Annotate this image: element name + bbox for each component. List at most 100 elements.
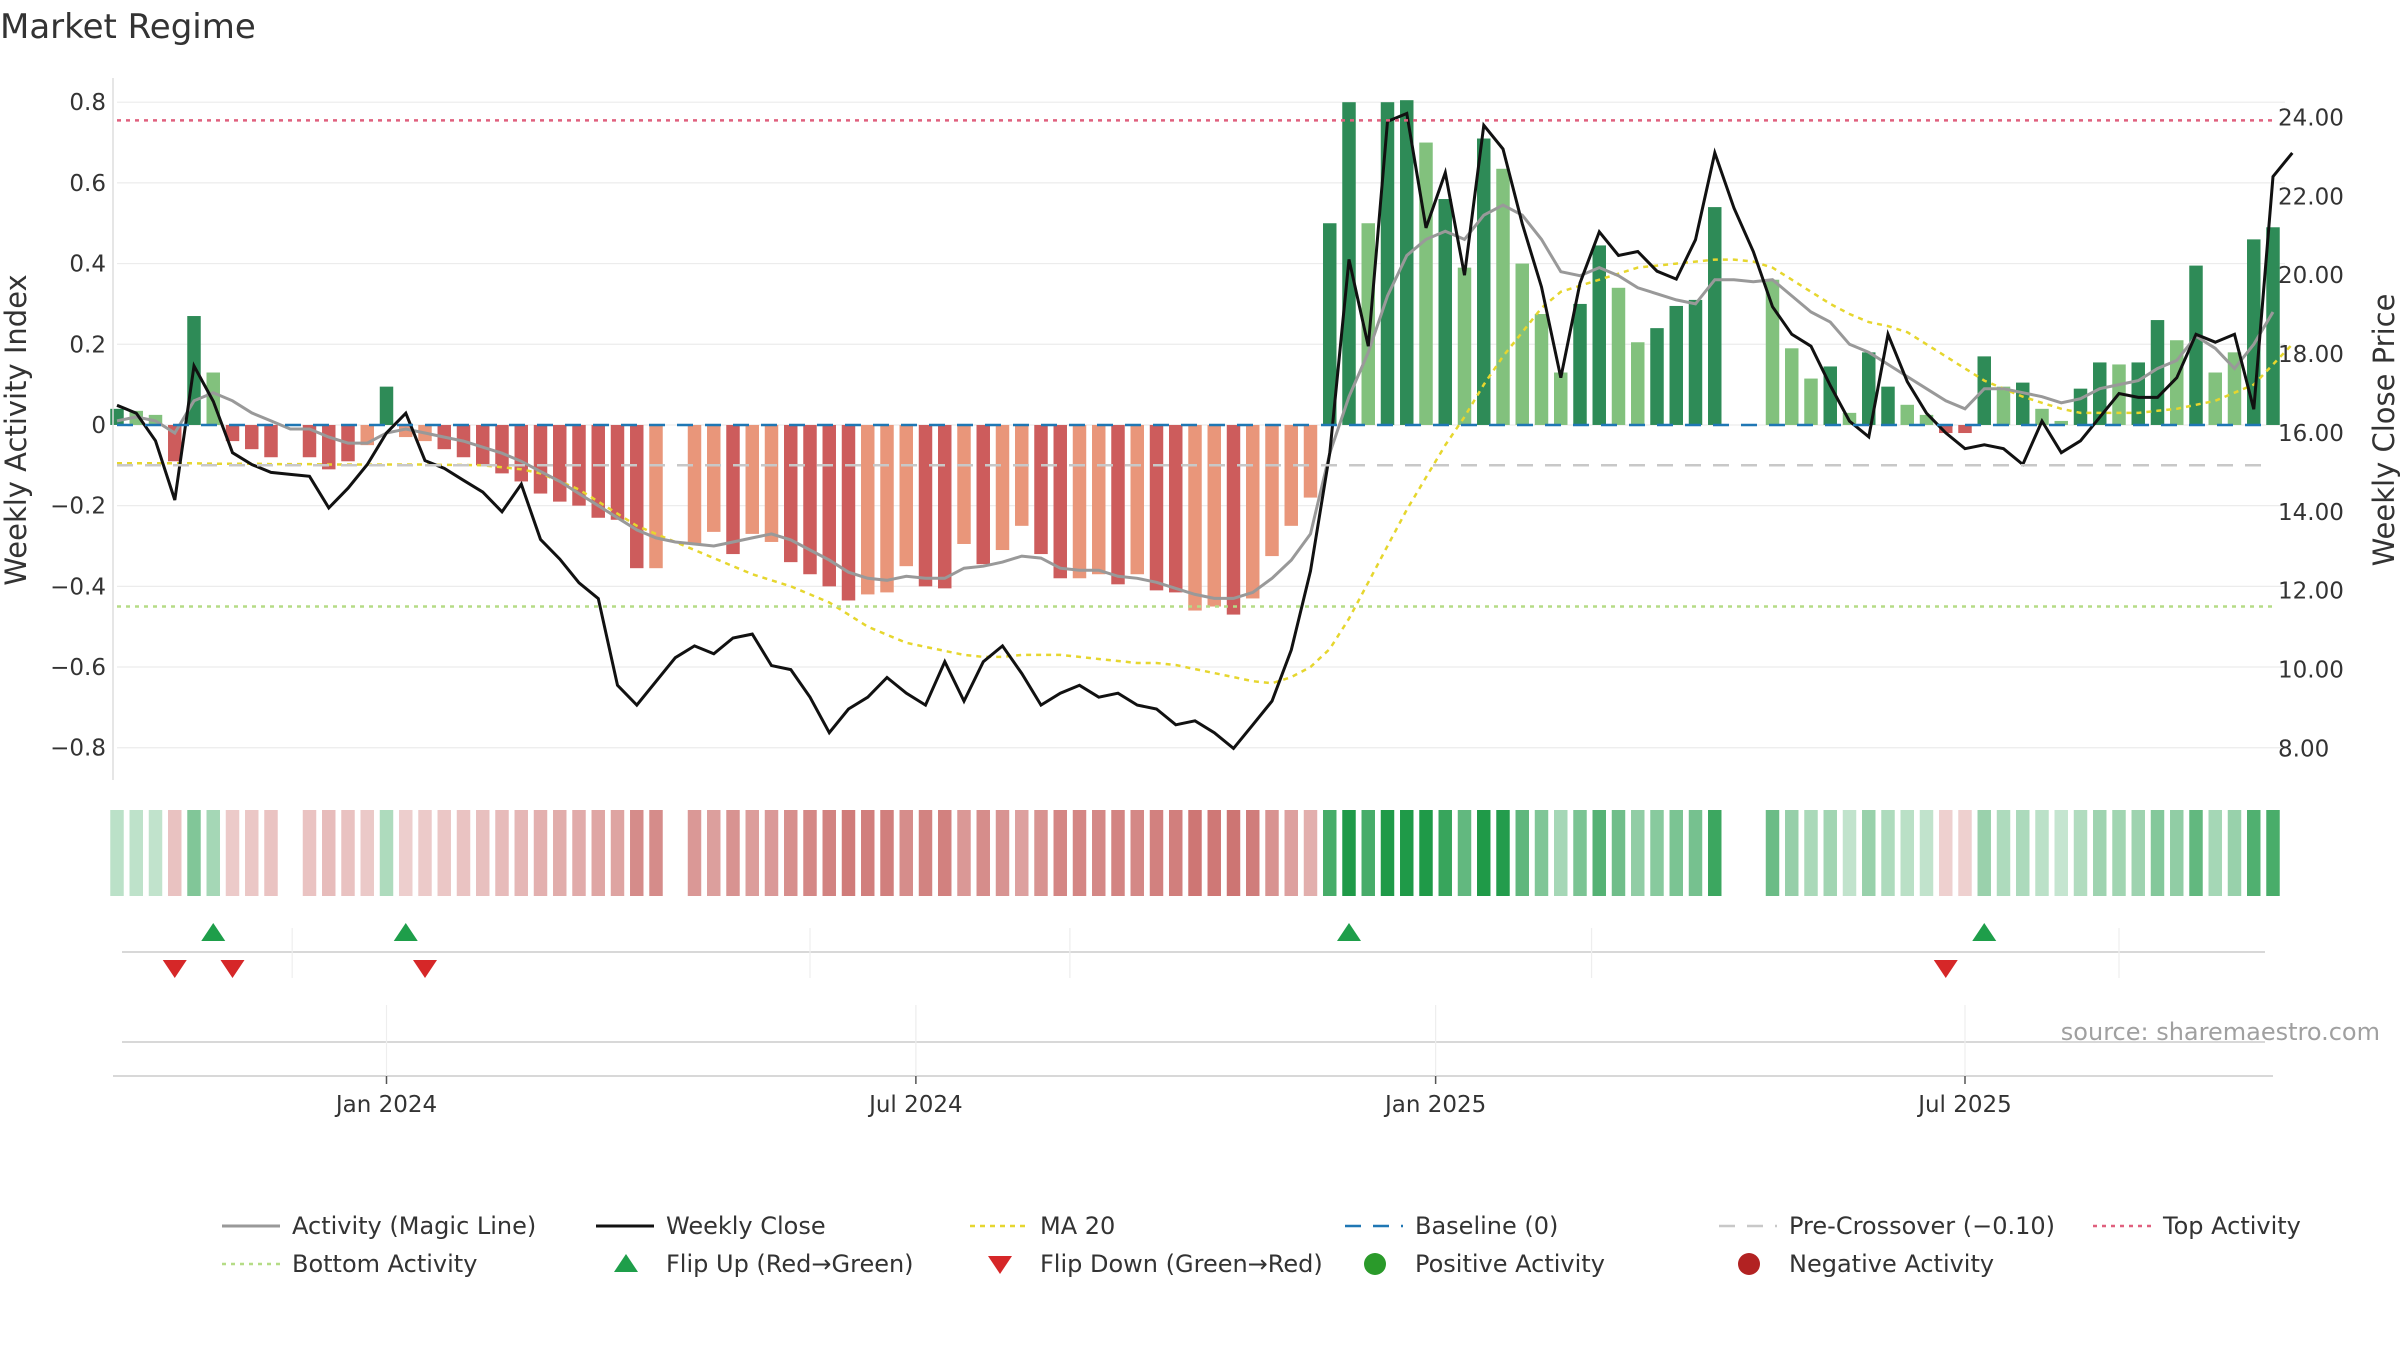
regime-strip-cell: [1996, 810, 2011, 896]
y-axis-left-label: Weekly Activity Index: [0, 274, 33, 585]
activity-bar: [1958, 424, 1972, 434]
activity-bar: [1477, 138, 1491, 425]
regime-strip-cell: [803, 810, 817, 896]
regime-strip-cell: [1246, 810, 1260, 896]
activity-bar: [726, 424, 740, 555]
regime-strip-cell: [976, 810, 990, 896]
activity-bar: [2054, 420, 2068, 425]
activity-bar: [1669, 305, 1683, 425]
activity-bar: [1708, 207, 1722, 425]
regime-strip-cell: [1015, 810, 1029, 896]
activity-bar: [630, 424, 644, 569]
regime-strip-cell: [1092, 810, 1106, 896]
flip-up-marker: [393, 923, 418, 941]
regime-strip-cell: [1323, 810, 1337, 896]
activity-bar: [1169, 424, 1183, 593]
regime-strip-cell: [861, 810, 875, 896]
regime-strip-cell: [918, 810, 933, 896]
activity-bar: [1785, 348, 1799, 425]
y-left-tick-label: −0.4: [50, 574, 106, 600]
y-right-tick-label: 16.00: [2278, 421, 2344, 447]
regime-strip-cell: [341, 810, 355, 896]
activity-bar: [379, 386, 394, 425]
regime-strip-cell: [841, 810, 856, 896]
regime-strip-cell: [206, 810, 220, 896]
y-right-tick-label: 8.00: [2278, 736, 2329, 762]
legend-flip-up-icon: [614, 1254, 638, 1272]
regime-strip-cell: [1823, 810, 1837, 896]
legend-label: Activity (Magic Line): [292, 1212, 536, 1240]
activity-bar: [1149, 424, 1164, 591]
chart-title: Market Regime: [0, 7, 256, 47]
activity-bar: [1804, 378, 1818, 425]
regime-strip-cell: [302, 810, 317, 896]
activity-bar: [1284, 424, 1298, 526]
activity-bar: [1438, 199, 1452, 425]
regime-strip-cell: [630, 810, 644, 896]
regime-strip-cell: [553, 810, 567, 896]
legend-flip-down-icon: [988, 1256, 1012, 1274]
regime-strip-cell: [476, 810, 490, 896]
activity-bar: [1323, 223, 1337, 425]
y-right-tick-label: 14.00: [2278, 500, 2344, 526]
regime-strip-cell: [687, 810, 702, 896]
regime-strip-cell: [784, 810, 798, 896]
regime-strip-cell: [995, 810, 1010, 896]
activity-bar: [1900, 404, 1914, 425]
regime-strip-cell: [1477, 810, 1491, 896]
regime-strip-cell: [1053, 810, 1067, 896]
y-left-tick-label: −0.2: [50, 494, 106, 520]
regime-strip-cell: [1419, 810, 1433, 896]
activity-bar: [899, 424, 913, 567]
y-right-tick-label: 12.00: [2278, 579, 2344, 605]
y-left-tick-label: 0.2: [69, 332, 106, 358]
activity-bar: [245, 424, 259, 450]
regime-strip-cell: [264, 810, 278, 896]
activity-bar: [1611, 287, 1626, 425]
activity-bar: [2131, 362, 2145, 425]
regime-strip-cell: [1111, 810, 1125, 896]
activity-bar: [168, 424, 182, 462]
regime-strip-cell: [1072, 810, 1087, 896]
legend-dot-icon: [1738, 1253, 1760, 1275]
activity-bar: [1457, 267, 1472, 425]
activity-bar: [322, 424, 336, 470]
regime-strip-cell: [1939, 810, 1953, 896]
activity-bar: [225, 424, 240, 442]
y-right-tick-label: 24.00: [2278, 105, 2344, 131]
activity-bar: [610, 424, 625, 520]
activity-bar: [302, 424, 317, 458]
activity-bar: [1092, 424, 1106, 575]
activity-bar: [591, 424, 605, 518]
regime-strip-cell: [456, 810, 471, 896]
activity-bar: [2016, 382, 2030, 425]
series-lines: [116, 111, 2294, 751]
regime-strip-cell: [495, 810, 509, 896]
regime-strip-cell: [1265, 810, 1279, 896]
legend: Activity (Magic Line) Weekly Close MA 20 Ba…: [222, 1212, 2301, 1278]
regime-strip-cell: [437, 810, 451, 896]
activity-bar: [976, 424, 990, 565]
activity-bar: [1188, 424, 1202, 611]
activity-bar: [1400, 100, 1414, 425]
regime-strip-cell: [2189, 810, 2203, 896]
regime-strip-cell: [1534, 810, 1549, 896]
regime-strip-cell: [1361, 810, 1375, 896]
reference-lines: [117, 119, 2273, 608]
regime-strip-cell: [2150, 810, 2165, 896]
activity-bar: [1631, 342, 1645, 425]
regime-strip-cell: [2035, 810, 2049, 896]
activity-bar: [2208, 372, 2222, 425]
y-left-tick-label: 0.8: [69, 90, 106, 116]
regime-strip-cell: [1862, 810, 1876, 896]
regime-strip-cell: [418, 810, 432, 896]
activity-bar: [533, 424, 548, 494]
regime-strip-cell: [1842, 810, 1857, 896]
regime-strip-cell: [1303, 810, 1318, 896]
bottom-panel: [113, 1005, 2273, 1084]
regime-strip-cell: [610, 810, 625, 896]
activity-bar: [1226, 424, 1241, 615]
activity-bar: [861, 424, 875, 595]
regime-strip-cell: [726, 810, 740, 896]
